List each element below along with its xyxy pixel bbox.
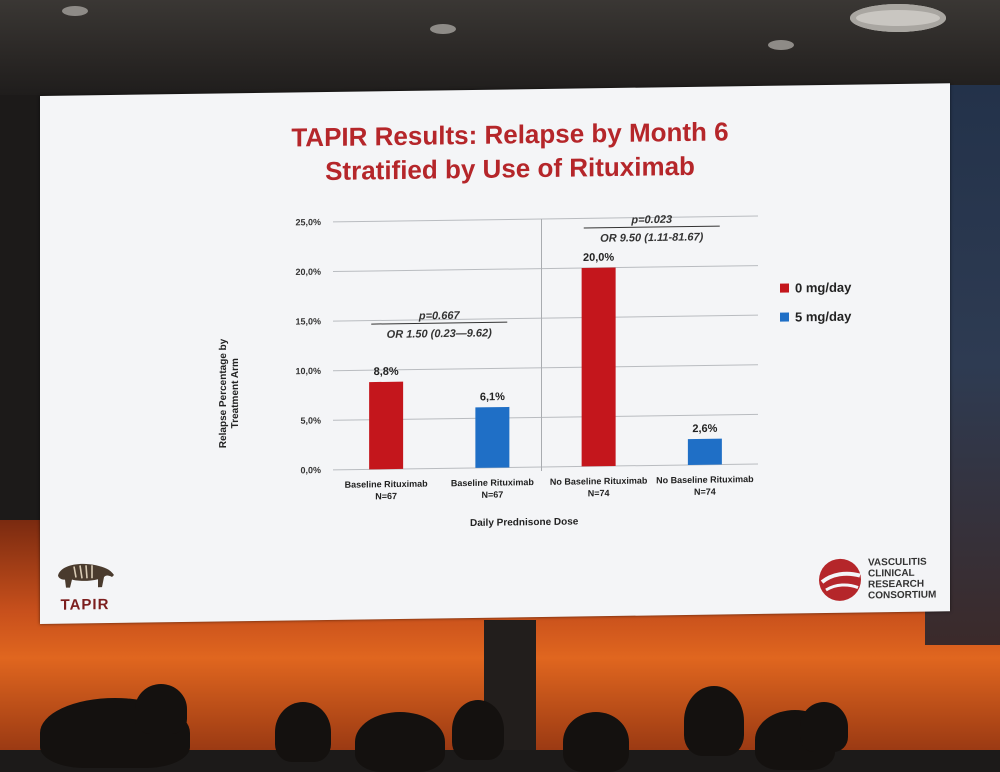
y-tick-label: 25,0%	[295, 217, 321, 227]
y-tick-label: 10,0%	[295, 366, 321, 376]
annotation-rule	[583, 225, 720, 229]
category-label: No Baseline Rituximab	[550, 476, 648, 487]
vcrc-name: VASCULITIS CLINICAL RESEARCH CONSORTIUM	[868, 556, 937, 602]
category-n-label: N=74	[588, 488, 610, 498]
tapir-logo-text: TAPIR	[60, 596, 110, 614]
audience-head	[563, 712, 629, 772]
tapir-icon	[58, 563, 114, 588]
audience-head	[275, 702, 331, 762]
audience-head	[135, 684, 187, 734]
legend-swatch-red	[780, 283, 789, 293]
ceiling-vent	[850, 4, 946, 32]
ceiling	[0, 0, 1000, 95]
vcrc-logo: VASCULITIS CLINICAL RESEARCH CONSORTIUM	[818, 556, 936, 602]
gridline	[333, 364, 758, 372]
vcrc-line: CONSORTIUM	[868, 589, 937, 602]
gridline	[333, 413, 758, 421]
category-label: No Baseline Rituximab	[656, 474, 754, 485]
tapir-logo: TAPIR	[50, 557, 120, 614]
bar-value-label: 20,0%	[583, 252, 614, 264]
gridline	[333, 215, 758, 223]
legend-swatch-blue	[780, 312, 789, 322]
ceiling-light	[768, 40, 794, 50]
y-tick-label: 15,0%	[295, 316, 321, 326]
category-n-label: N=67	[375, 491, 397, 501]
ceiling-light	[430, 24, 456, 34]
legend-item: 0 mg/day	[780, 280, 851, 296]
gridline	[333, 314, 758, 322]
ceiling-light	[62, 6, 88, 16]
legend-label: 0 mg/day	[795, 279, 852, 296]
category-label: Baseline Rituximab	[451, 477, 535, 488]
audience-silhouettes	[0, 680, 1000, 772]
y-tick-label: 5,0%	[300, 415, 321, 425]
odds-ratio-label: OR 9.50 (1.11-81.67)	[600, 231, 703, 244]
projected-slide: TAPIR Results: Relapse by Month 6 Strati…	[40, 83, 950, 625]
bar-chart: 0,0% 5,0% 10,0% 15,0% 20,0% 25,0% 8,8% Baseline…	[295, 214, 758, 501]
audience-head	[355, 712, 445, 772]
p-value-label: p=0.023	[630, 214, 672, 227]
chart-legend: 0 mg/day 5 mg/day	[780, 280, 851, 339]
bar-value-label: 6,1%	[480, 391, 505, 403]
vcrc-line: VASCULITIS	[868, 556, 927, 569]
annotation-rule	[371, 321, 508, 325]
category-n-label: N=74	[694, 487, 716, 497]
category-n-label: N=67	[481, 490, 503, 500]
p-value-label: p=0.667	[418, 310, 461, 323]
y-tick-label: 20,0%	[295, 267, 321, 277]
bar-value-label: 2,6%	[692, 423, 717, 435]
audience-head	[684, 686, 744, 756]
audience-head	[800, 702, 848, 752]
category-label: Baseline Rituximab	[345, 479, 429, 490]
gridline	[333, 265, 758, 273]
legend-item: 5 mg/day	[780, 309, 851, 325]
bar	[581, 267, 616, 467]
bar	[475, 406, 510, 468]
odds-ratio-label: OR 1.50 (0.23—9.62)	[387, 327, 492, 340]
bar	[687, 438, 722, 465]
audience-head	[452, 700, 504, 760]
y-tick-label: 0,0%	[300, 465, 321, 475]
vcrc-emblem-icon	[819, 558, 861, 601]
gridline	[333, 463, 758, 471]
bar-value-label: 8,8%	[374, 366, 399, 378]
legend-label: 5 mg/day	[795, 308, 852, 325]
bar	[369, 381, 404, 470]
